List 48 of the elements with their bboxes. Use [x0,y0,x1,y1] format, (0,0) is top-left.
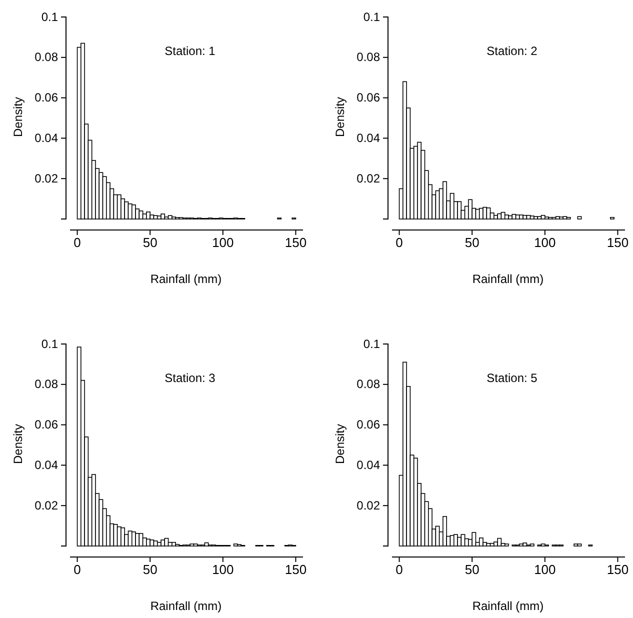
x-axis-title: Rainfall (mm) [150,272,222,286]
text: Station: 1 [164,44,216,58]
text: Station: 2 [486,44,538,58]
text: Station: 5 [486,371,538,385]
y-tick-label: 0.08 [34,50,58,64]
x-tick-label: 50 [142,562,158,578]
x-tick-label: 100 [534,235,556,250]
x-tick-label: 100 [534,562,556,578]
x-tick-label: 150 [606,562,629,578]
x-tick-label: 50 [142,235,158,250]
y-tick-label: 0.08 [34,377,58,392]
x-tick-label: 0 [396,235,403,250]
y-tick-label: 0.02 [34,171,58,186]
y-axis-title: Density [11,96,25,138]
y-axis-title: Density [333,424,347,464]
y-tick-label: 0.1 [363,10,380,24]
y-axis-title: Density [11,424,25,464]
x-tick-label: 0 [74,235,81,250]
x-tick-label: 0 [396,562,403,578]
y-tick-label: 0.1 [363,336,380,351]
x-tick-label: 100 [212,562,234,578]
x-axis-title: Rainfall (mm) [150,599,222,613]
y-tick-label: 0.04 [34,131,58,146]
x-axis-title: Rainfall (mm) [472,599,544,613]
x-tick-label: 150 [284,235,307,250]
y-axis-title: Density [333,96,347,138]
y-tick-label: 0.08 [356,50,380,64]
y-tick-label: 0.06 [34,418,58,432]
y-tick-label: 0.04 [356,131,380,146]
y-tick-label: 0.04 [34,458,58,472]
x-tick-label: 50 [464,562,480,578]
y-tick-label: 0.06 [356,418,380,432]
y-tick-label: 0.08 [356,377,380,392]
y-tick-label: 0.06 [356,90,380,105]
x-tick-label: 150 [606,235,629,250]
x-tick-label: 50 [464,235,480,250]
y-tick-label: 0.02 [356,171,380,186]
y-tick-label: 0.1 [41,336,58,351]
y-tick-label: 0.1 [41,10,58,24]
y-tick-label: 0.04 [356,458,380,472]
x-tick-label: 100 [212,235,234,250]
x-axis-title: Rainfall (mm) [472,272,544,286]
x-tick-label: 0 [74,562,81,578]
y-tick-label: 0.02 [34,498,58,512]
y-tick-label: 0.02 [356,498,380,512]
x-tick-label: 150 [284,562,307,578]
y-tick-label: 0.06 [34,90,58,105]
text: Station: 3 [164,371,216,385]
